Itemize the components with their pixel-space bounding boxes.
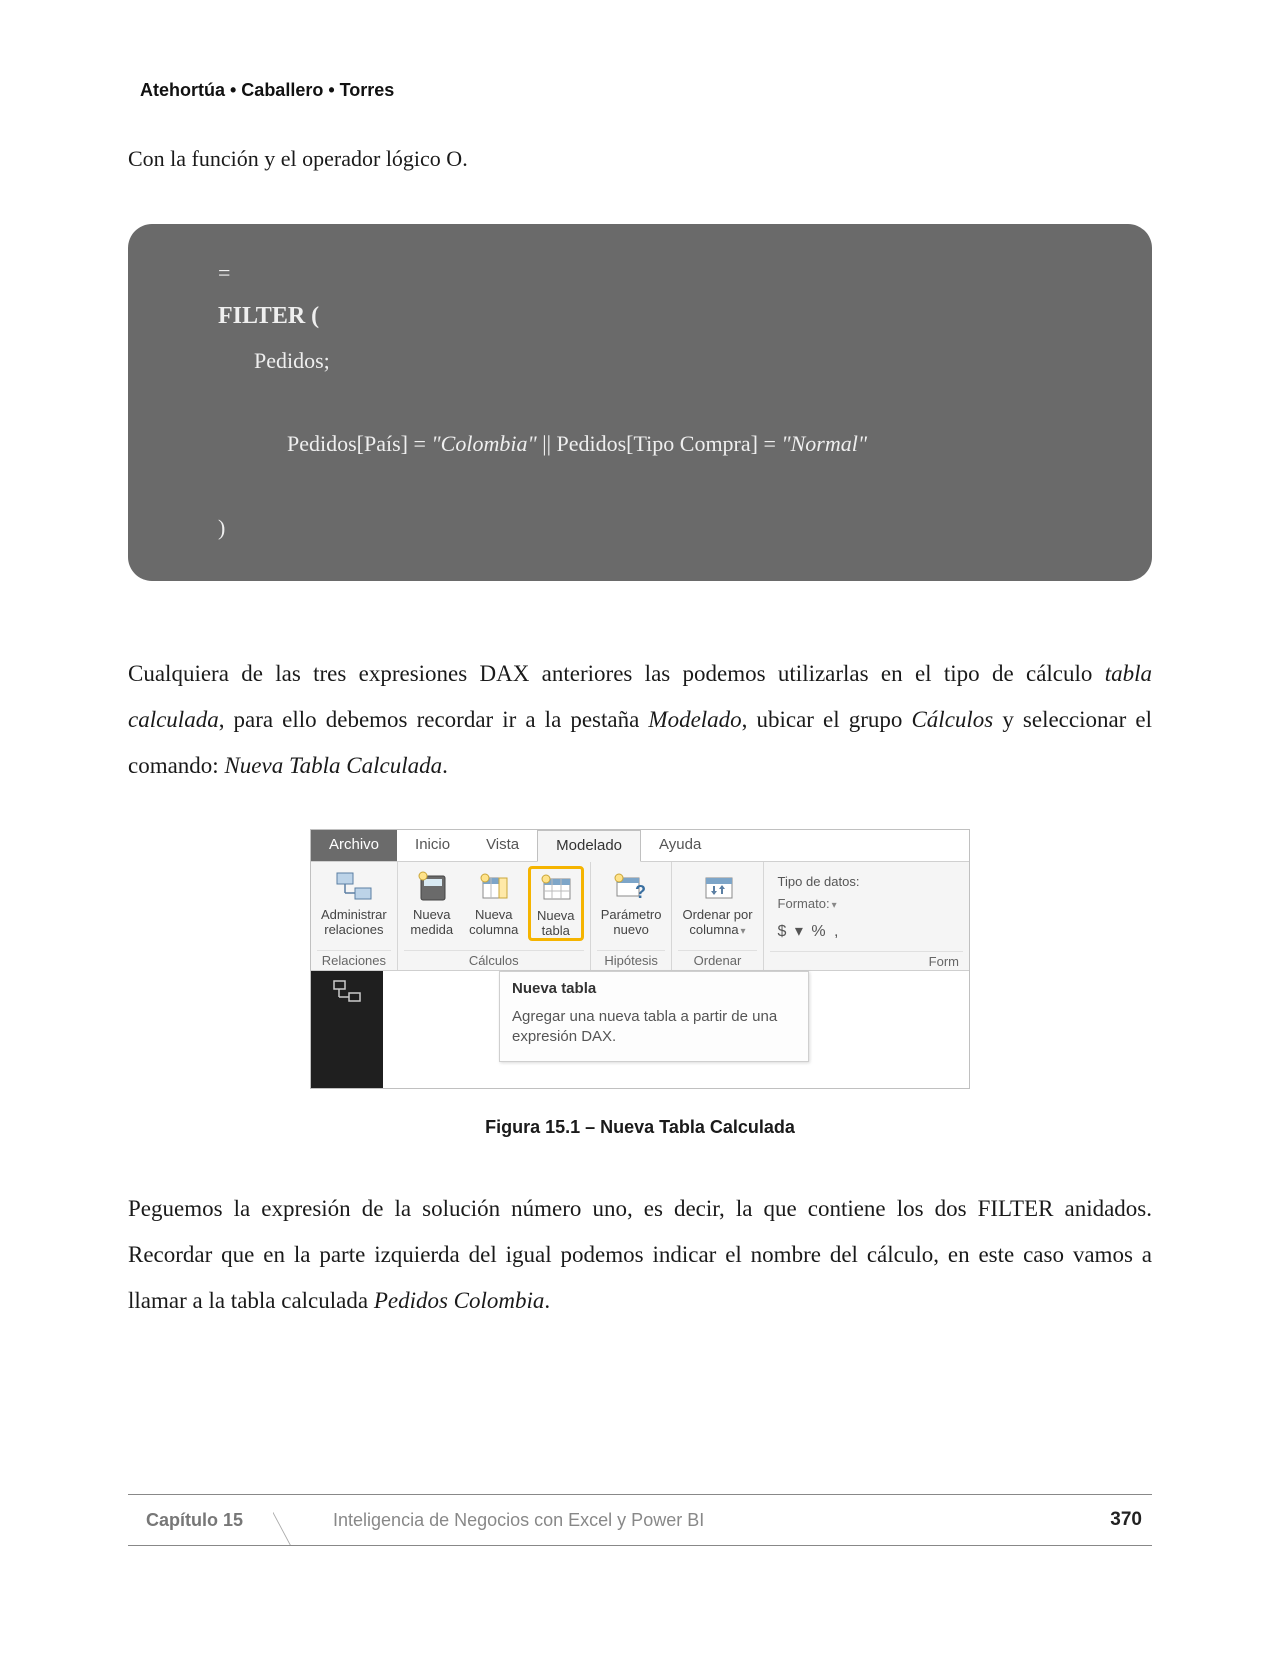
paragraph-2: Peguemos la expresión de la solución núm… — [128, 1186, 1152, 1324]
footer-divider — [273, 1495, 313, 1545]
footer-chapter: Capítulo 15 — [128, 1495, 273, 1545]
left-nav-bar — [311, 971, 383, 1088]
ribbon-tabs: Archivo Inicio Vista Modelado Ayuda — [311, 830, 969, 862]
btn-parametro-nuevo[interactable]: ? Parámetro nuevo — [597, 866, 666, 940]
group-label-formato: Form — [770, 951, 963, 971]
btn-nueva-tabla[interactable]: Nueva tabla — [528, 866, 584, 942]
paragraph-1: Cualquiera de las tres expresiones DAX a… — [128, 651, 1152, 789]
group-label-hipotesis: Hipótesis — [597, 950, 666, 970]
p1-c: , para ello debemos recordar ir a la pes… — [219, 707, 649, 732]
btn-ordenar-columna[interactable]: Ordenar por columna — [678, 866, 756, 940]
ribbon-body: Administrar relaciones Relaciones — [311, 862, 969, 970]
footer-page-number: 370 — [1110, 1509, 1152, 1531]
code-arg1: Pedidos; — [254, 340, 1062, 382]
btn-parametro-l1: Parámetro — [601, 908, 662, 923]
btn-administrar-relaciones[interactable]: Administrar relaciones — [317, 866, 391, 940]
new-measure-icon — [412, 868, 452, 906]
btn-nueva-tabla-l1: Nueva — [537, 909, 575, 924]
tab-ayuda[interactable]: Ayuda — [641, 830, 719, 861]
page-footer: Capítulo 15 Inteligencia de Negocios con… — [128, 1494, 1152, 1546]
tooltip-title: Nueva tabla — [512, 980, 796, 997]
p2-a: Peguemos la expresión de la solución núm… — [128, 1196, 1152, 1313]
group-calculos: Nueva medida — [398, 862, 591, 970]
manage-relationships-icon — [334, 868, 374, 906]
format-formato[interactable]: Formato: — [778, 894, 837, 915]
group-label-calculos: Cálculos — [404, 950, 584, 970]
new-column-icon — [474, 868, 514, 906]
code-eq: = — [218, 252, 1062, 294]
group-formato: Tipo de datos: Formato: $ ▾ % , Form — [764, 862, 969, 970]
btn-nueva-medida-l2: medida — [410, 923, 453, 938]
code-arg2-d: "Normal" — [781, 431, 867, 456]
btn-nueva-columna[interactable]: Nueva columna — [464, 866, 524, 940]
model-view-icon[interactable] — [332, 979, 362, 1005]
ribbon-screenshot: Archivo Inicio Vista Modelado Ayuda — [310, 829, 970, 1089]
btn-nueva-tabla-l2: tabla — [542, 924, 570, 939]
svg-text:?: ? — [635, 882, 646, 902]
btn-nueva-medida-l1: Nueva — [413, 908, 451, 923]
p1-h: Nueva Tabla Calculada — [224, 753, 442, 778]
intro-sentence: Con la función y el operador lógico O. — [128, 141, 1152, 176]
p1-d: Modelado — [648, 707, 741, 732]
tooltip-nueva-tabla: Nueva tabla Agregar una nueva tabla a pa… — [499, 971, 809, 1063]
btn-administrar-l2: relaciones — [324, 923, 383, 938]
group-label-relaciones: Relaciones — [317, 950, 391, 970]
dax-code-block: = FILTER ( Pedidos; Pedidos[País] = "Col… — [128, 224, 1152, 580]
format-tipo-datos[interactable]: Tipo de datos: — [778, 872, 860, 893]
code-filter-open: FILTER ( — [218, 294, 1062, 340]
page-header-authors: Atehortúa • Caballero • Torres — [140, 80, 1152, 101]
code-close: ) — [218, 507, 1062, 549]
p1-i: . — [442, 753, 448, 778]
p2-c: . — [544, 1288, 550, 1313]
p2-b: Pedidos Colombia — [374, 1288, 545, 1313]
code-arg2-c: || Pedidos[Tipo Compra] = — [537, 431, 782, 456]
btn-nueva-columna-l2: columna — [469, 923, 518, 938]
tab-inicio[interactable]: Inicio — [397, 830, 468, 861]
group-hipotesis: ? Parámetro nuevo Hipótesis — [591, 862, 673, 970]
new-table-icon — [536, 869, 576, 907]
group-label-ordenar: Ordenar — [678, 950, 756, 970]
p1-f: Cálculos — [911, 707, 993, 732]
group-relaciones: Administrar relaciones Relaciones — [311, 862, 398, 970]
tab-vista[interactable]: Vista — [468, 830, 537, 861]
p1-a: Cualquiera de las tres expresiones DAX a… — [128, 661, 1105, 686]
btn-parametro-l2: nuevo — [613, 923, 648, 938]
tab-archivo[interactable]: Archivo — [311, 830, 397, 861]
footer-book-title: Inteligencia de Negocios con Excel y Pow… — [313, 1510, 1110, 1531]
btn-administrar-l1: Administrar — [321, 908, 387, 923]
figure-caption: Figura 15.1 – Nueva Tabla Calculada — [128, 1117, 1152, 1138]
code-arg2-a: Pedidos[País] = — [287, 431, 431, 456]
btn-ordenar-l1: Ordenar por — [682, 908, 752, 923]
btn-nueva-medida[interactable]: Nueva medida — [404, 866, 460, 940]
group-ordenar: Ordenar por columna Ordenar — [672, 862, 763, 970]
tooltip-body: Agregar una nueva tabla a partir de una … — [512, 1007, 796, 1048]
tab-modelado[interactable]: Modelado — [537, 830, 641, 862]
formula-bar-area: Nueva tabla Agregar una nueva tabla a pa… — [383, 971, 969, 1088]
btn-nueva-columna-l1: Nueva — [475, 908, 513, 923]
format-symbols[interactable]: $ ▾ % , — [778, 919, 841, 945]
p1-e: , ubicar el grupo — [742, 707, 912, 732]
code-arg2-b: "Colombia" — [431, 431, 536, 456]
new-parameter-icon: ? — [611, 868, 651, 906]
code-arg2: Pedidos[País] = "Colombia" || Pedidos[Ti… — [254, 381, 1062, 506]
btn-ordenar-l2: columna — [689, 923, 745, 938]
sort-by-column-icon — [698, 868, 738, 906]
ribbon-lower: Nueva tabla Agregar una nueva tabla a pa… — [311, 970, 969, 1088]
